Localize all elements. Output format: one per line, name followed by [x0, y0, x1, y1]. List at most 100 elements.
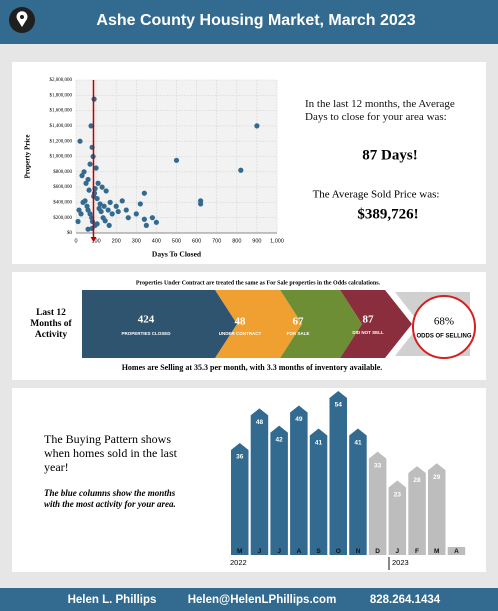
scatter-point [107, 199, 113, 205]
scatter-point [125, 215, 131, 221]
x-tick-label: N [356, 548, 361, 555]
scatter-point [83, 180, 89, 186]
price-value: $389,726! [357, 206, 418, 222]
scatter-point [137, 201, 143, 207]
scatter-point [173, 157, 180, 163]
scatter-point [143, 222, 149, 228]
y-tick-label: $600,000 [53, 185, 72, 190]
month-cell [270, 547, 288, 555]
value-label: 49 [295, 416, 303, 423]
y-axis-label: Property Price [24, 135, 32, 179]
step-label: UNDER CONTRACT [219, 331, 262, 336]
scatter-point [81, 169, 87, 175]
activity-note: Properties Under Contract are treated th… [136, 280, 381, 286]
scatter-point [97, 201, 103, 207]
price-text: The Average Sold Price was: [313, 189, 440, 201]
scatter-point [119, 198, 125, 204]
x-tick-label: 900 [252, 238, 261, 244]
value-label: 41 [315, 439, 323, 446]
value-label: 48 [256, 419, 264, 426]
x-tick-label: J [258, 548, 262, 555]
x-tick-label: F [415, 548, 419, 555]
scatter-point [80, 199, 86, 205]
bar [309, 428, 328, 547]
scatter-point [102, 218, 108, 224]
scatter-point [133, 211, 139, 217]
x-tick-label: 200 [112, 238, 121, 244]
month-cell [309, 547, 328, 555]
step-label: FOR SALE [287, 331, 310, 336]
days-value: 87 Days! [362, 147, 417, 163]
year-label: 2023 [392, 558, 409, 567]
scatter-point [254, 123, 260, 129]
scatter-point [153, 219, 159, 225]
odds-value: 68% [434, 316, 454, 328]
x-tick-label: 600 [192, 238, 201, 244]
x-tick-label: 100 [92, 238, 101, 244]
activity-label-box: Last 12 Months of Activity [30, 308, 72, 340]
value-label: 54 [335, 402, 343, 409]
bar [329, 391, 347, 547]
scatter-point [94, 195, 100, 202]
scatter-point [85, 207, 91, 213]
x-axis-label: Days To Closed [152, 250, 202, 259]
scatter-point [98, 208, 104, 215]
step-value: 424 [138, 314, 155, 326]
activity-label: Last 12 Months of Activity [30, 308, 72, 340]
bar [428, 463, 446, 547]
scatter-point [79, 173, 85, 179]
scatter-point [93, 165, 99, 171]
y-tick-label: $400,000 [53, 201, 72, 206]
x-tick-label: 0 [74, 238, 77, 244]
scatter-point [198, 201, 204, 207]
scatter-point [85, 226, 91, 232]
step-value: 87 [363, 314, 375, 326]
x-tick-label: 500 [172, 238, 181, 244]
month-cell [329, 547, 347, 555]
pattern-note: The blue columns show the months with th… [44, 488, 176, 509]
scatter-point [86, 187, 92, 193]
value-label: 33 [374, 462, 382, 469]
scatter-point [78, 211, 84, 217]
y-tick-label: $1,000,000 [50, 155, 73, 160]
scatter-point [123, 207, 129, 213]
chevron [280, 290, 362, 358]
value-label: 29 [433, 474, 441, 481]
month-cell [349, 547, 367, 555]
x-tick-label: J [277, 548, 281, 555]
step-label: PROPERTIES CLOSED [121, 331, 171, 336]
title: Ashe County Housing Market, March 2023 [96, 12, 415, 29]
header-bar [0, 0, 498, 44]
scatter-point [141, 190, 147, 196]
x-tick-label: J [396, 548, 400, 555]
scatter-point [91, 190, 98, 196]
scatter-point [87, 161, 93, 167]
pin [16, 11, 28, 27]
odds-circle [412, 295, 476, 359]
month-cell [231, 547, 249, 555]
days-text-box: In the last 12 months, the Average Days … [305, 98, 455, 123]
scatter-point [75, 218, 81, 225]
y-tick-label: $800,000 [53, 170, 72, 175]
bar [408, 466, 426, 547]
y-tick-label: $0 [67, 231, 73, 236]
scatter-point [77, 138, 83, 144]
scatter-point [113, 203, 119, 209]
bar [349, 428, 367, 547]
bar [368, 451, 387, 547]
month-cell [428, 547, 446, 555]
value-label: 42 [276, 436, 284, 443]
value-label: 23 [394, 491, 402, 498]
scatter-point [115, 208, 121, 215]
scatter-point [76, 207, 82, 213]
scatter-point [105, 207, 111, 213]
x-tick-label: A [454, 548, 459, 555]
y-tick-label: $200,000 [53, 216, 72, 221]
footer-bar [0, 588, 498, 611]
y-tick-label: $1,800,000 [50, 93, 73, 98]
scatter-point [109, 211, 115, 217]
x-tick-label: S [316, 548, 321, 555]
bar [388, 480, 407, 547]
